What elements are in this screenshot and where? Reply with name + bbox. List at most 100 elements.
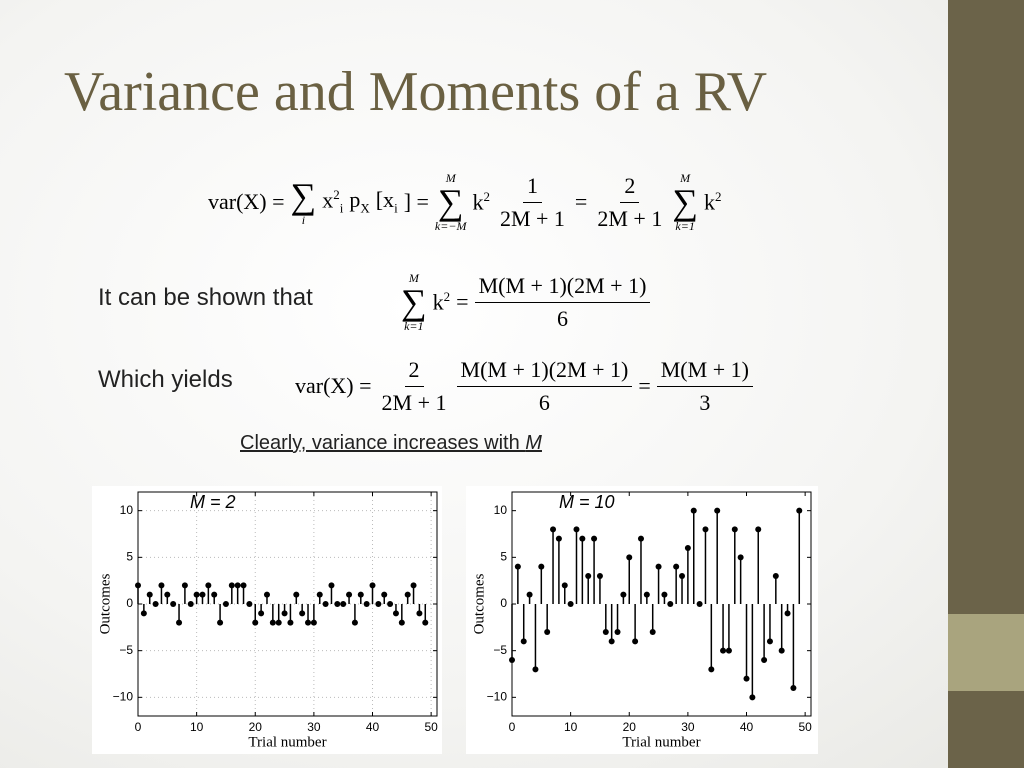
term-text: =	[456, 289, 469, 314]
stem-marker	[293, 591, 300, 598]
stem-marker	[357, 591, 364, 598]
numerator: M(M + 1)(2M + 1)	[474, 272, 651, 303]
stem-marker	[714, 507, 721, 514]
stem-marker	[135, 582, 141, 589]
term: x2i	[322, 187, 343, 217]
plot-frame	[511, 491, 812, 717]
fraction: 2 2M + 1	[378, 356, 451, 416]
stem-marker	[340, 601, 347, 607]
stem-marker	[228, 582, 235, 589]
sum-upper: M	[680, 171, 691, 185]
stem-marker	[614, 629, 621, 635]
stem-marker	[520, 638, 527, 645]
stem-marker	[673, 563, 680, 570]
stem-marker	[275, 619, 282, 626]
stem-marker	[772, 573, 779, 579]
stem-marker	[532, 666, 539, 673]
stem-marker	[690, 507, 697, 514]
stem-marker	[755, 526, 762, 533]
term-text: x	[322, 187, 334, 213]
stem-marker	[731, 526, 738, 533]
stem-marker	[199, 591, 206, 598]
x-axis-label: Trial number	[622, 734, 700, 750]
stem-marker	[538, 563, 545, 570]
stem-marker	[743, 675, 750, 682]
stem-marker	[146, 591, 153, 598]
superscript: 2	[443, 288, 451, 304]
y-axis-label: Outcomes	[471, 573, 487, 634]
stem-marker	[164, 591, 171, 598]
denominator: 6	[538, 389, 550, 415]
sum-symbol: ∑	[290, 176, 317, 216]
equation: var(X) = ∑ i x2i pX [xi] = M ∑ k=−M k2 1 2M + 1 = 2 2M…	[205, 172, 724, 232]
stem-marker	[632, 638, 639, 645]
stem-marker	[602, 629, 609, 635]
stem-marker	[252, 619, 259, 626]
denominator: 2M + 1	[381, 389, 447, 415]
sum-lower: k=1	[404, 319, 424, 333]
term-text: k	[703, 189, 715, 215]
stem-marker	[544, 629, 551, 635]
term: [xi	[376, 187, 398, 216]
stem-marker	[410, 582, 417, 589]
stem-marker	[561, 582, 568, 589]
stem-marker	[761, 657, 768, 663]
sum-lower: k=1	[675, 219, 695, 233]
stem-marker	[526, 591, 533, 598]
term: =	[575, 189, 587, 215]
fraction: M(M + 1)(2M + 1) 6	[456, 356, 633, 416]
x-tick-label: 40	[366, 720, 380, 734]
x-tick-label: 0	[135, 720, 142, 734]
term: ] =	[404, 189, 429, 215]
numerator: 2	[404, 356, 424, 387]
stem-marker	[737, 554, 744, 561]
stem-marker	[398, 619, 405, 626]
stem-marker	[567, 601, 574, 607]
superscript: 2	[483, 188, 490, 204]
subscript: i	[394, 200, 398, 216]
stem-marker	[193, 591, 200, 598]
term: k2	[704, 189, 722, 215]
stem-marker	[363, 601, 370, 607]
superscript: 2	[333, 187, 340, 203]
sum-symbol: ∑	[401, 282, 427, 322]
stem-marker	[661, 591, 668, 598]
stem-marker	[322, 601, 329, 607]
x-tick-label: 50	[424, 720, 438, 734]
term-text: p	[349, 187, 361, 213]
term-text: k	[472, 189, 484, 215]
stem-marker	[573, 526, 580, 533]
equation: var(X) = 2 2M + 1 M(M + 1)(2M + 1) 6 = M(M + 1…	[292, 356, 756, 416]
numerator: 1	[522, 172, 542, 203]
stem-marker	[310, 619, 317, 626]
denominator: 2M + 1	[597, 205, 663, 231]
fraction: M(M + 1)(2M + 1) 6	[474, 272, 651, 332]
y-tick-label: 10	[120, 503, 134, 517]
stem-marker	[152, 601, 159, 607]
stem-marker	[258, 610, 265, 617]
stem-marker	[299, 610, 306, 617]
stem-marker	[679, 573, 686, 579]
term: pX	[349, 187, 369, 216]
stem-marker	[211, 591, 218, 598]
term: k2	[433, 289, 451, 315]
sum-upper: M	[445, 171, 456, 185]
stem-marker	[749, 694, 756, 701]
stem-marker	[287, 619, 294, 626]
stem-marker	[392, 610, 399, 617]
sum-lower: i	[301, 213, 306, 227]
stem-marker	[234, 582, 241, 589]
stem-marker	[596, 573, 603, 579]
sum-symbol: ∑	[672, 182, 698, 222]
summation: ∑ i	[291, 178, 317, 226]
x-tick-label: 40	[740, 720, 754, 734]
stem-marker	[655, 563, 662, 570]
stem-marker	[404, 591, 411, 598]
y-tick-label: 0	[500, 596, 507, 610]
term: k2	[472, 189, 490, 215]
x-tick-label: 10	[190, 720, 204, 734]
stem-marker	[585, 573, 592, 579]
x-tick-label: 20	[623, 720, 637, 734]
term: var(X) =	[208, 189, 285, 215]
stem-marker	[766, 638, 773, 645]
